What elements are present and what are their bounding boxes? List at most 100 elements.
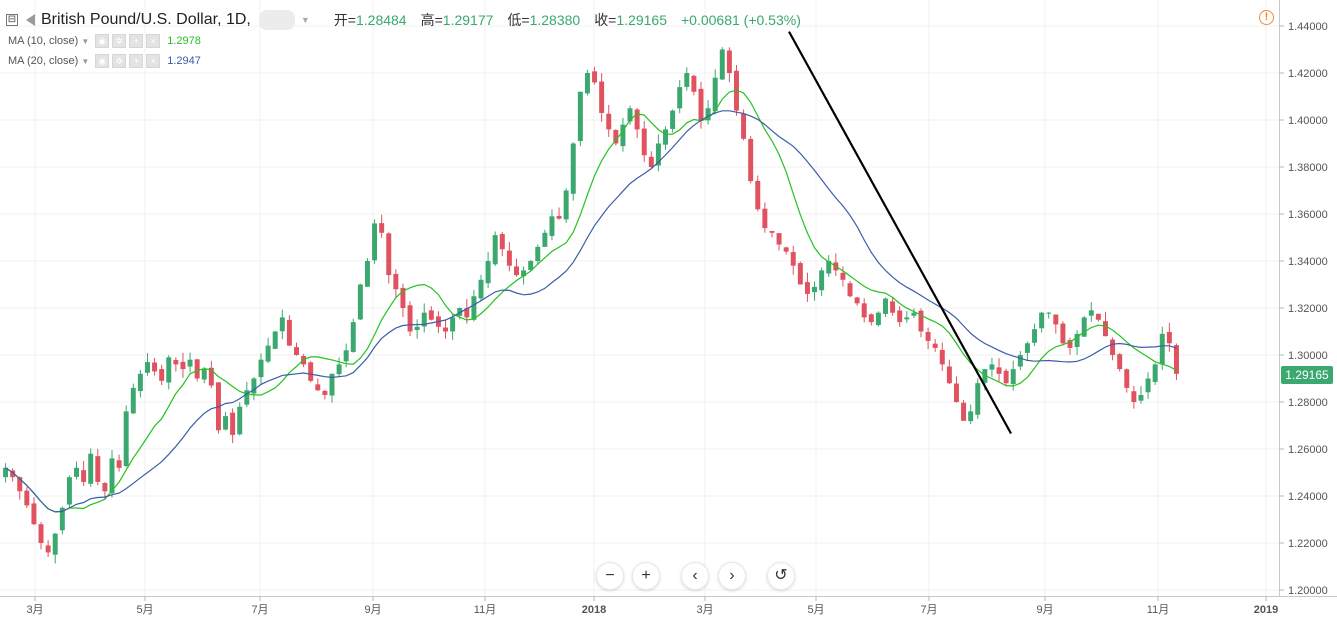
scroll-back-button[interactable]: ‹ [681,562,709,590]
candle-body [88,453,94,484]
candle-body [875,312,881,326]
plus-icon[interactable]: + [129,34,144,48]
candle-down [1060,321,1066,346]
candle-body [492,235,498,265]
interval-pill[interactable] [258,10,295,30]
candle-up [712,69,718,115]
candle-body [471,296,477,320]
candle-down [443,320,449,339]
candle-body [421,312,427,327]
candle-body [897,310,903,323]
candle-body [187,359,193,367]
chevron-down-icon[interactable]: ▼ [81,36,90,46]
candle-down [215,382,221,434]
candle-body [932,343,938,348]
trend-line[interactable] [788,31,1012,435]
eye-icon[interactable]: ◉ [95,54,110,68]
x-tick-label: 3月 [26,604,43,616]
candle-down [762,202,768,233]
candle-up [883,297,888,317]
candle-body [655,143,661,166]
candle-down [10,468,16,482]
candle-body [804,282,810,294]
candle-down [116,454,122,472]
candle-body [457,308,463,316]
candle-body [102,482,108,492]
candle-body [606,113,612,130]
candle-body [379,223,385,233]
candle-up [1046,311,1052,319]
candle-body [599,81,605,113]
candle-down [861,298,867,323]
zoom-out-button[interactable]: − [596,562,624,590]
warning-icon[interactable]: ! [1259,10,1274,25]
close-icon[interactable]: × [146,34,161,48]
candle-body [386,233,392,276]
price-axis[interactable]: 1.20000 1.22000 1.24000 1.26000 1.28000 1.300… [1279,21,1328,597]
candle-body [1117,354,1123,370]
candle-up [812,281,818,301]
last-price-tag: 1.29165 [1281,366,1333,384]
scroll-forward-button[interactable]: › [718,562,746,590]
candle-up [627,105,633,125]
candle-up [74,461,79,480]
candle-body [847,283,853,297]
candle-body [691,75,697,92]
gear-icon[interactable]: ✲ [112,54,127,68]
candlestick-series [3,47,1179,564]
candle-down [606,104,612,137]
candle-body [464,308,470,318]
low-value: 1.28380 [529,12,581,28]
candle-up [1145,372,1151,399]
x-tick-label: 9月 [364,604,381,616]
candle-down [31,497,37,525]
symbol-title[interactable]: British Pound/U.S. Dollar, 1D, [41,11,251,28]
candle-body [443,327,449,332]
legend-ma20[interactable]: MA (20, close) ▼ ◉ ✲ + × 1.2947 [8,54,201,68]
candle-body [17,477,23,492]
plus-icon[interactable]: + [129,54,144,68]
candle-body [719,49,725,80]
candle-body [45,545,51,553]
candle-up [52,533,58,564]
candle-body [180,361,186,370]
candle-up [123,405,129,468]
candle-body [1088,310,1094,316]
candle-down [939,342,945,371]
candle-body [1173,345,1179,374]
legend-label[interactable]: MA (20, close) [8,55,79,67]
candle-down [804,272,810,302]
candle-down [648,151,654,169]
candle-body [152,362,158,372]
candle-up [1017,351,1023,371]
zoom-in-button[interactable]: + [632,562,660,590]
candle-body [1053,314,1059,325]
candle-body [478,279,484,299]
eye-icon[interactable]: ◉ [95,34,110,48]
y-tick-label: 1.38000 [1288,162,1328,174]
candle-body [1159,333,1165,365]
legend-ma10[interactable]: MA (10, close) ▼ ◉ ✲ + × 1.2978 [8,34,201,48]
candle-body [819,270,825,291]
candle-body [407,305,413,332]
candle-up [450,313,456,340]
candle-up [1039,311,1045,333]
chevron-down-icon[interactable]: ▼ [300,15,310,25]
collapse-icon[interactable]: ⊟ [6,14,18,26]
candle-up [705,100,711,125]
time-axis[interactable]: 3月 5月 7月 9月 11月 2018 3月 5月 7月 9月 11月 2019 [26,596,1278,616]
gear-icon[interactable]: ✲ [112,34,127,48]
candle-down [173,357,179,372]
legend-label[interactable]: MA (10, close) [8,35,79,47]
candle-down [1131,385,1137,409]
chevron-down-icon[interactable]: ▼ [81,56,90,66]
candle-down [691,74,697,96]
candle-up [663,126,668,150]
reset-chart-button[interactable]: ↺ [767,562,795,590]
candle-up [677,80,683,114]
close-icon[interactable]: × [146,54,161,68]
candle-body [38,524,44,543]
ma20-line [5,110,1177,513]
candle-up [372,219,378,264]
